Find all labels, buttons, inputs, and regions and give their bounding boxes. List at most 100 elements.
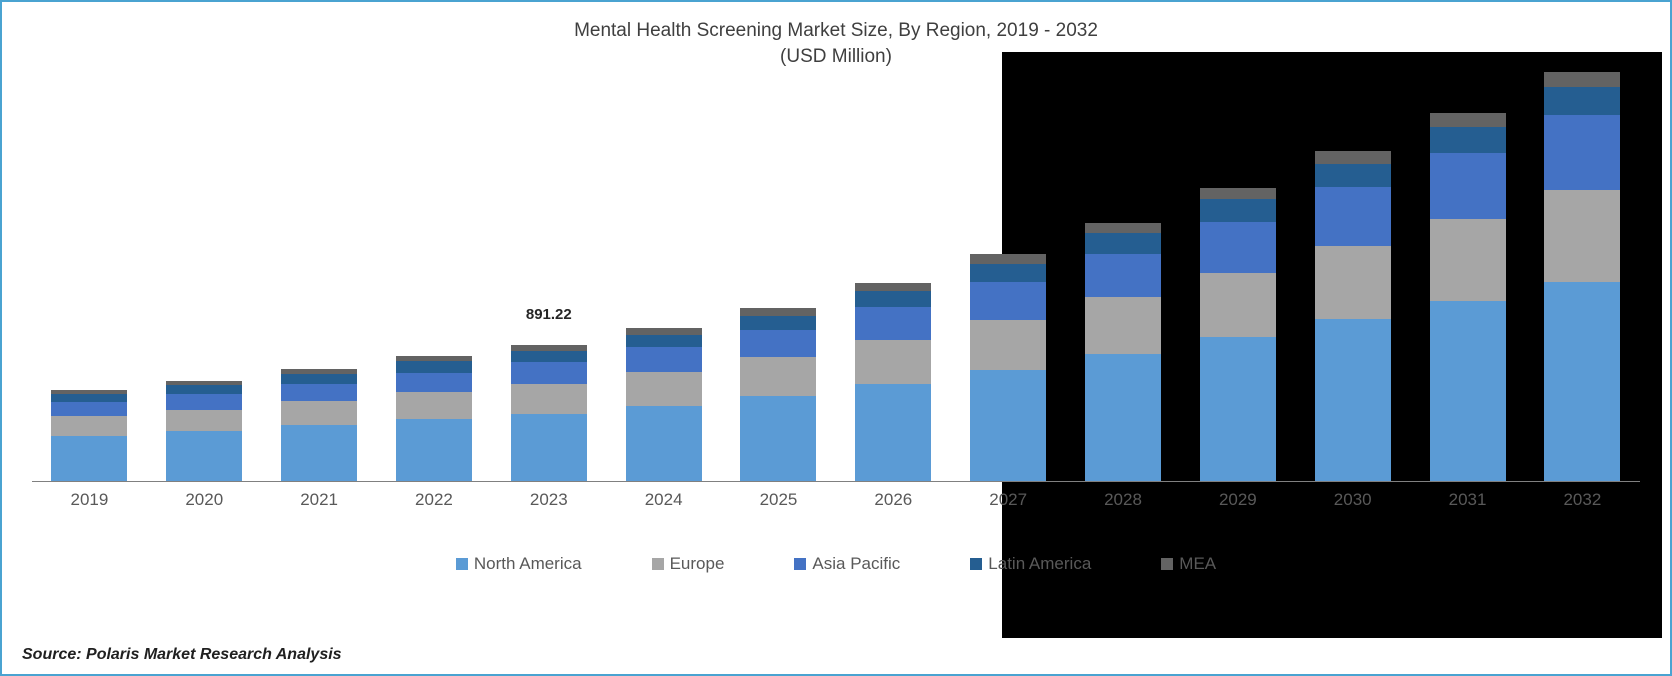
bar-segment: [1085, 354, 1161, 482]
bar-segment: [396, 419, 472, 482]
bar-segment: [1430, 301, 1506, 482]
bar-column: [1200, 82, 1276, 482]
x-tick-label: 2032: [1544, 490, 1620, 510]
bar-segment: [396, 361, 472, 373]
bar-segment: [166, 431, 242, 482]
bar-segment: [1085, 233, 1161, 254]
bar-column: [281, 82, 357, 482]
bar-segment: [740, 316, 816, 330]
bar-segment: [855, 384, 931, 482]
legend-item: Europe: [652, 554, 725, 574]
bar-segment: [1200, 188, 1276, 199]
bar-segment: [855, 291, 931, 307]
bar-segment: [281, 401, 357, 425]
bar-segment: [1315, 319, 1391, 482]
bar-segment: [396, 373, 472, 392]
bar-segment: [1085, 254, 1161, 298]
stacked-bar: [281, 369, 357, 482]
bar-column: [396, 82, 472, 482]
bar-segment: [281, 374, 357, 384]
legend-swatch: [970, 558, 982, 570]
bar-segment: [970, 370, 1046, 482]
bar-segment: [51, 402, 127, 416]
x-tick-label: 2027: [970, 490, 1046, 510]
x-tick-label: 2029: [1200, 490, 1276, 510]
bar-segment: [511, 384, 587, 414]
bar-segment: [1544, 87, 1620, 115]
stacked-bar: [51, 390, 127, 482]
bar-segment: [970, 264, 1046, 282]
bar-column: [51, 82, 127, 482]
bar-segment: [166, 394, 242, 409]
bar-segment: [1085, 297, 1161, 354]
bar-segment: [1430, 127, 1506, 153]
x-tick-label: 2020: [166, 490, 242, 510]
chart-title-line2: (USD Million): [2, 46, 1670, 68]
bar-segment: [1085, 223, 1161, 233]
x-tick-label: 2024: [626, 490, 702, 510]
bar-segment: [970, 254, 1046, 263]
bar-segment: [1315, 164, 1391, 188]
bar-segment: [1544, 282, 1620, 482]
stacked-bar: [166, 381, 242, 482]
bar-segment: [626, 406, 702, 482]
legend-swatch: [1161, 558, 1173, 570]
bar-segment: [1315, 246, 1391, 319]
legend-item: Asia Pacific: [794, 554, 900, 574]
x-tick-label: 2022: [396, 490, 472, 510]
bar-segment: [1315, 187, 1391, 245]
bar-segment: [740, 330, 816, 358]
x-axis-line: [32, 481, 1640, 482]
bar-segment: [855, 340, 931, 384]
bar-segment: [855, 283, 931, 291]
stacked-bar: [1200, 188, 1276, 482]
bar-segment: [281, 425, 357, 482]
stacked-bar: [1544, 72, 1620, 482]
bar-segment: [1200, 222, 1276, 273]
x-tick-label: 2026: [855, 490, 931, 510]
legend-label: Europe: [670, 554, 725, 574]
x-axis-labels: 2019202020212022202320242025202620272028…: [32, 490, 1640, 510]
x-tick-label: 2019: [51, 490, 127, 510]
stacked-bar: [626, 328, 702, 482]
bar-segment: [1430, 219, 1506, 301]
stacked-bar: [740, 308, 816, 482]
bar-column: [1544, 82, 1620, 482]
bar-segment: [970, 282, 1046, 320]
plot-area: 891.22: [32, 82, 1640, 482]
stacked-bar: [1430, 113, 1506, 482]
x-tick-label: 2031: [1430, 490, 1506, 510]
bar-segment: [1200, 337, 1276, 482]
legend-swatch: [456, 558, 468, 570]
legend-item: MEA: [1161, 554, 1216, 574]
legend-label: North America: [474, 554, 582, 574]
bar-segment: [51, 436, 127, 482]
bars-container: 891.22: [32, 82, 1640, 482]
legend-label: Latin America: [988, 554, 1091, 574]
bar-segment: [281, 384, 357, 401]
legend-label: MEA: [1179, 554, 1216, 574]
bar-column: [1430, 82, 1506, 482]
bar-segment: [51, 394, 127, 402]
x-tick-label: 2023: [511, 490, 587, 510]
bar-column: [166, 82, 242, 482]
bar-segment: [1544, 115, 1620, 190]
stacked-bar: [1085, 223, 1161, 482]
bar-column: [855, 82, 931, 482]
bar-segment: [1200, 199, 1276, 222]
bar-segment: [740, 308, 816, 316]
bar-segment: [855, 307, 931, 339]
stacked-bar: [855, 283, 931, 482]
bar-segment: [1544, 190, 1620, 282]
bar-segment: [511, 362, 587, 384]
bar-segment: [166, 385, 242, 394]
bar-segment: [626, 335, 702, 347]
source-note: Source: Polaris Market Research Analysis: [22, 646, 342, 664]
stacked-bar: [511, 345, 587, 482]
legend-item: Latin America: [970, 554, 1091, 574]
bar-segment: [166, 410, 242, 432]
bar-column: [970, 82, 1046, 482]
bar-segment: [1430, 113, 1506, 127]
bar-column: [1315, 82, 1391, 482]
x-tick-label: 2028: [1085, 490, 1161, 510]
